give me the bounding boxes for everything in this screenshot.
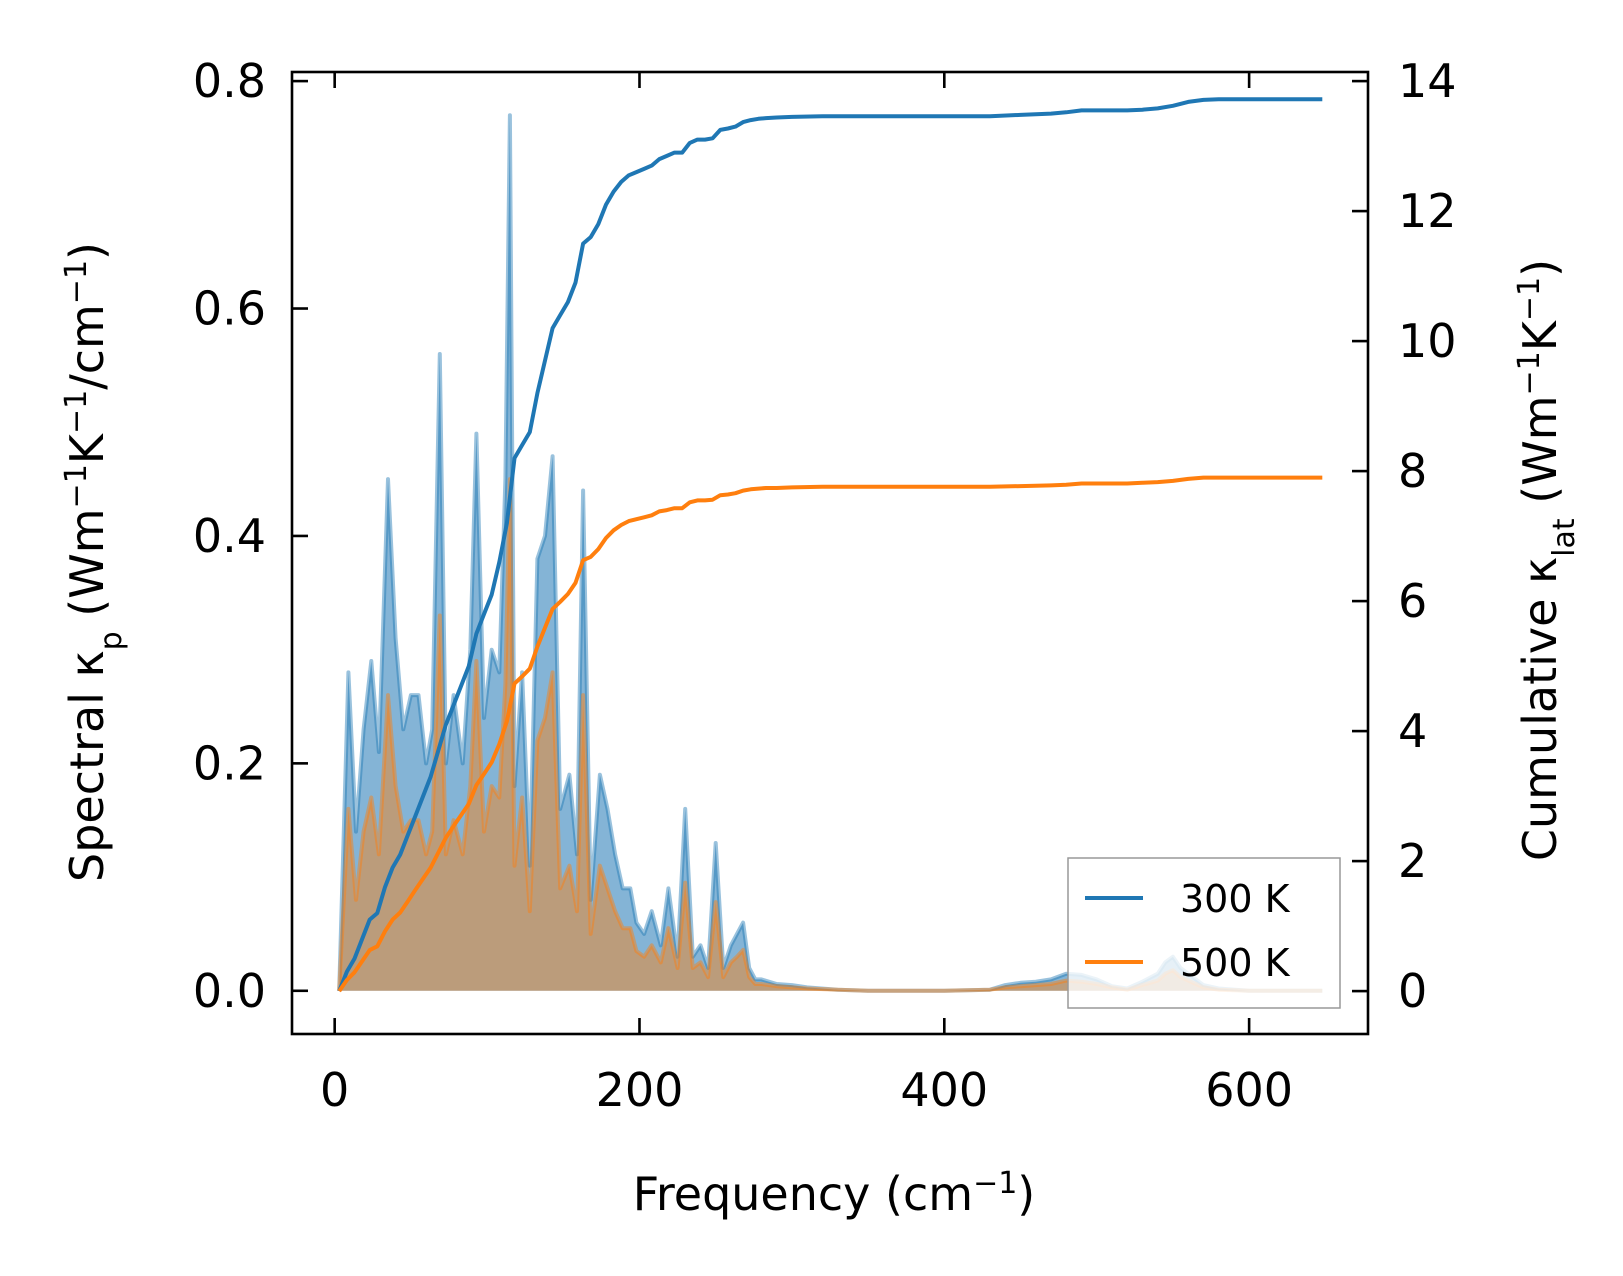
cumulative-line-500k [337, 475, 1323, 993]
legend: 300 K 500 K [1067, 857, 1341, 1009]
cumulative-line-300k [337, 97, 1323, 992]
legend-label-500k: 500 K [1180, 941, 1291, 985]
y-left-tick-label: 0.0 [193, 964, 266, 1018]
y-right-tick-label: 8 [1398, 444, 1427, 498]
spectral-fill-300k [339, 115, 1323, 991]
plot-frame [290, 70, 1370, 1036]
y-left-tick-label: 0.4 [193, 509, 266, 563]
tick-layer: 0 200 400 600 0.0 0.2 0.4 0.6 0.8 0 2 4 6 8 10 12 14 [193, 54, 1457, 1117]
y-axis-left-title: Spectral κp (Wm−1K−1/cm−1) [59, 242, 129, 882]
y-right-tick-label: 10 [1398, 314, 1457, 368]
y-left-tick-label: 0.8 [193, 54, 266, 108]
spectral-fill-500k [339, 479, 1323, 991]
x-tick-label: 600 [1205, 1063, 1293, 1117]
legend-label-300k: 300 K [1180, 877, 1291, 921]
y-left-tick-label: 0.6 [193, 282, 266, 336]
y-axis-right-title: Cumulative κlat (Wm−1K−1) [1512, 259, 1582, 861]
x-axis-title: Frequency (cm−1) [633, 1166, 1036, 1222]
legend-box [1067, 857, 1341, 1009]
cumulative-line-layer [337, 97, 1323, 993]
y-right-tick-label: 0 [1398, 964, 1427, 1018]
y-right-tick-label: 12 [1398, 184, 1457, 238]
x-tick-label: 0 [320, 1063, 349, 1117]
x-tick-label: 400 [900, 1063, 988, 1117]
y-left-tick-label: 0.2 [193, 736, 266, 790]
y-right-tick-label: 6 [1398, 574, 1427, 628]
y-right-tick-label: 2 [1398, 834, 1427, 888]
y-right-tick-label: 14 [1398, 54, 1457, 108]
x-tick-label: 200 [596, 1063, 684, 1117]
y-right-tick-label: 4 [1398, 704, 1427, 758]
